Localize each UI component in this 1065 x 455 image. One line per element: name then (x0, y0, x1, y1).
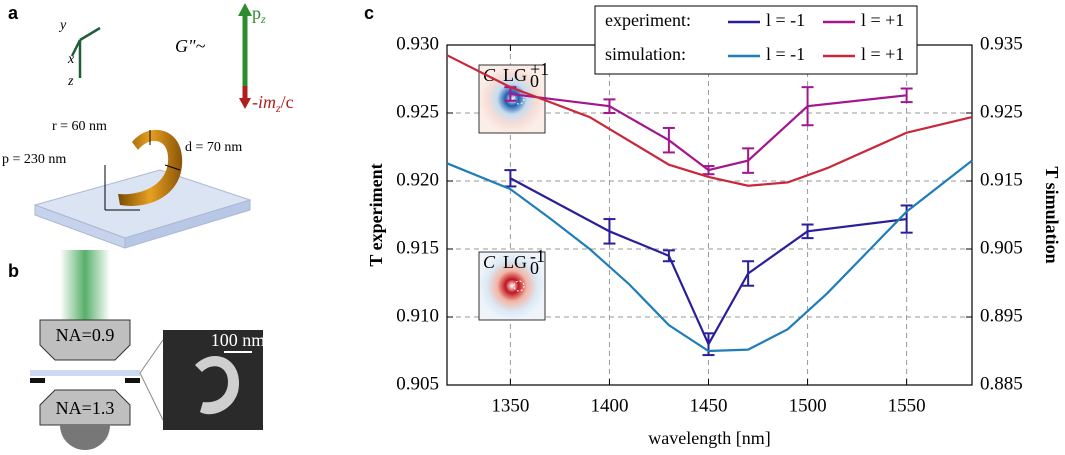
inset-mode: LG (503, 252, 527, 272)
legend-label: l = -1 (766, 10, 805, 30)
inset-label: C (483, 65, 496, 85)
inset-sup: -1 (530, 246, 545, 266)
inset-sup: +1 (530, 59, 549, 79)
inset-marker (513, 280, 525, 292)
scale-label: 100 nm (211, 330, 266, 350)
lens (60, 425, 110, 450)
y2-tick-label: 0.925 (980, 101, 1023, 122)
y-tick-label: 0.910 (396, 305, 439, 326)
series-line (446, 54, 973, 187)
zoom-line (139, 339, 164, 374)
axes-icon (70, 26, 101, 78)
y2-tick-label: 0.895 (980, 305, 1023, 326)
panel-label: a (8, 3, 19, 23)
x-tick-label: 1550 (888, 395, 926, 416)
error-bar (801, 223, 814, 240)
error-bar (662, 249, 675, 263)
legend-box (594, 5, 918, 75)
pz-label: pz (252, 3, 266, 26)
chart: 1350 1400 1450 1500 1550 0.905 0.910 0.915 0.920… (366, 5, 1062, 448)
legend-group: experiment: (605, 10, 691, 30)
objective (39, 389, 131, 426)
dimension-lines (104, 130, 181, 211)
beam (60, 250, 110, 325)
x-tick-label: 1500 (789, 395, 827, 416)
error-bar (742, 260, 755, 287)
inset-sub: 0 (530, 71, 539, 91)
inset-image (478, 251, 546, 321)
x-tick-label: 1350 (491, 395, 529, 416)
y2-axis-label: T simulation (1042, 166, 1062, 263)
y-tick-label: 0.925 (396, 101, 439, 122)
na-label: NA=0.9 (56, 325, 115, 345)
y2-tick-label: 0.915 (980, 169, 1023, 190)
y-tick-label: 0.920 (396, 169, 439, 190)
legend-label: l = +1 (861, 44, 904, 64)
error-bar (900, 87, 913, 104)
g-label: G"~ (175, 36, 206, 56)
error-bar (702, 165, 715, 176)
r-label: r = 60 nm (52, 119, 107, 134)
series-line (446, 159, 973, 353)
axis-z: z (67, 74, 74, 89)
y-tick-label: 0.930 (396, 33, 439, 54)
legend-group: simulation: (605, 44, 686, 64)
error-bar (603, 98, 616, 114)
m-post: /c (281, 92, 294, 112)
error-bar (504, 169, 517, 188)
pz-base: p (252, 3, 261, 23)
error-bar (900, 204, 913, 234)
objective (39, 319, 131, 361)
pz-arrowhead (238, 3, 252, 16)
axis-y: y (58, 18, 67, 33)
p-label: p = 230 nm (2, 152, 66, 167)
x-axis-label: wavelength [nm] (648, 428, 770, 448)
inset-sub: 0 (530, 258, 539, 278)
m-arrowhead (239, 98, 251, 109)
nanoring (118, 129, 183, 206)
substrate-side (124, 199, 251, 249)
m-pre: -im (252, 92, 276, 112)
legend-label: l = +1 (861, 10, 904, 30)
panel-label: b (8, 261, 19, 281)
error-bar (801, 86, 814, 127)
y-axis-label: T experiment (366, 163, 386, 266)
sem-ring (195, 355, 240, 415)
aperture (125, 378, 140, 383)
pz-sub: z (260, 12, 266, 26)
aperture (30, 378, 45, 383)
y2-tick-label: 0.905 (980, 237, 1023, 258)
zoom-line (139, 372, 164, 421)
legend-label: l = -1 (766, 44, 805, 64)
error-bar (603, 218, 616, 245)
y2-tick-label: 0.885 (980, 373, 1023, 394)
error-bar (662, 126, 675, 154)
slide (30, 370, 140, 376)
y-tick-label: 0.915 (396, 237, 439, 258)
panel-label: c (364, 3, 374, 23)
x-tick-label: 1450 (690, 395, 728, 416)
error-bar (742, 147, 755, 174)
na-label: NA=1.3 (56, 398, 115, 418)
y-tick-label: 0.905 (396, 373, 439, 394)
inset-marker (513, 93, 525, 105)
inset-mode: LG (503, 65, 527, 85)
axis-x: x (67, 52, 75, 67)
y2-tick-label: 0.935 (980, 33, 1023, 54)
x-tick-label: 1400 (590, 395, 628, 416)
m-sub: z (275, 101, 281, 115)
inset-label: C (483, 252, 496, 272)
d-label: d = 70 nm (185, 140, 242, 155)
m-label: -imz/c (252, 92, 294, 115)
